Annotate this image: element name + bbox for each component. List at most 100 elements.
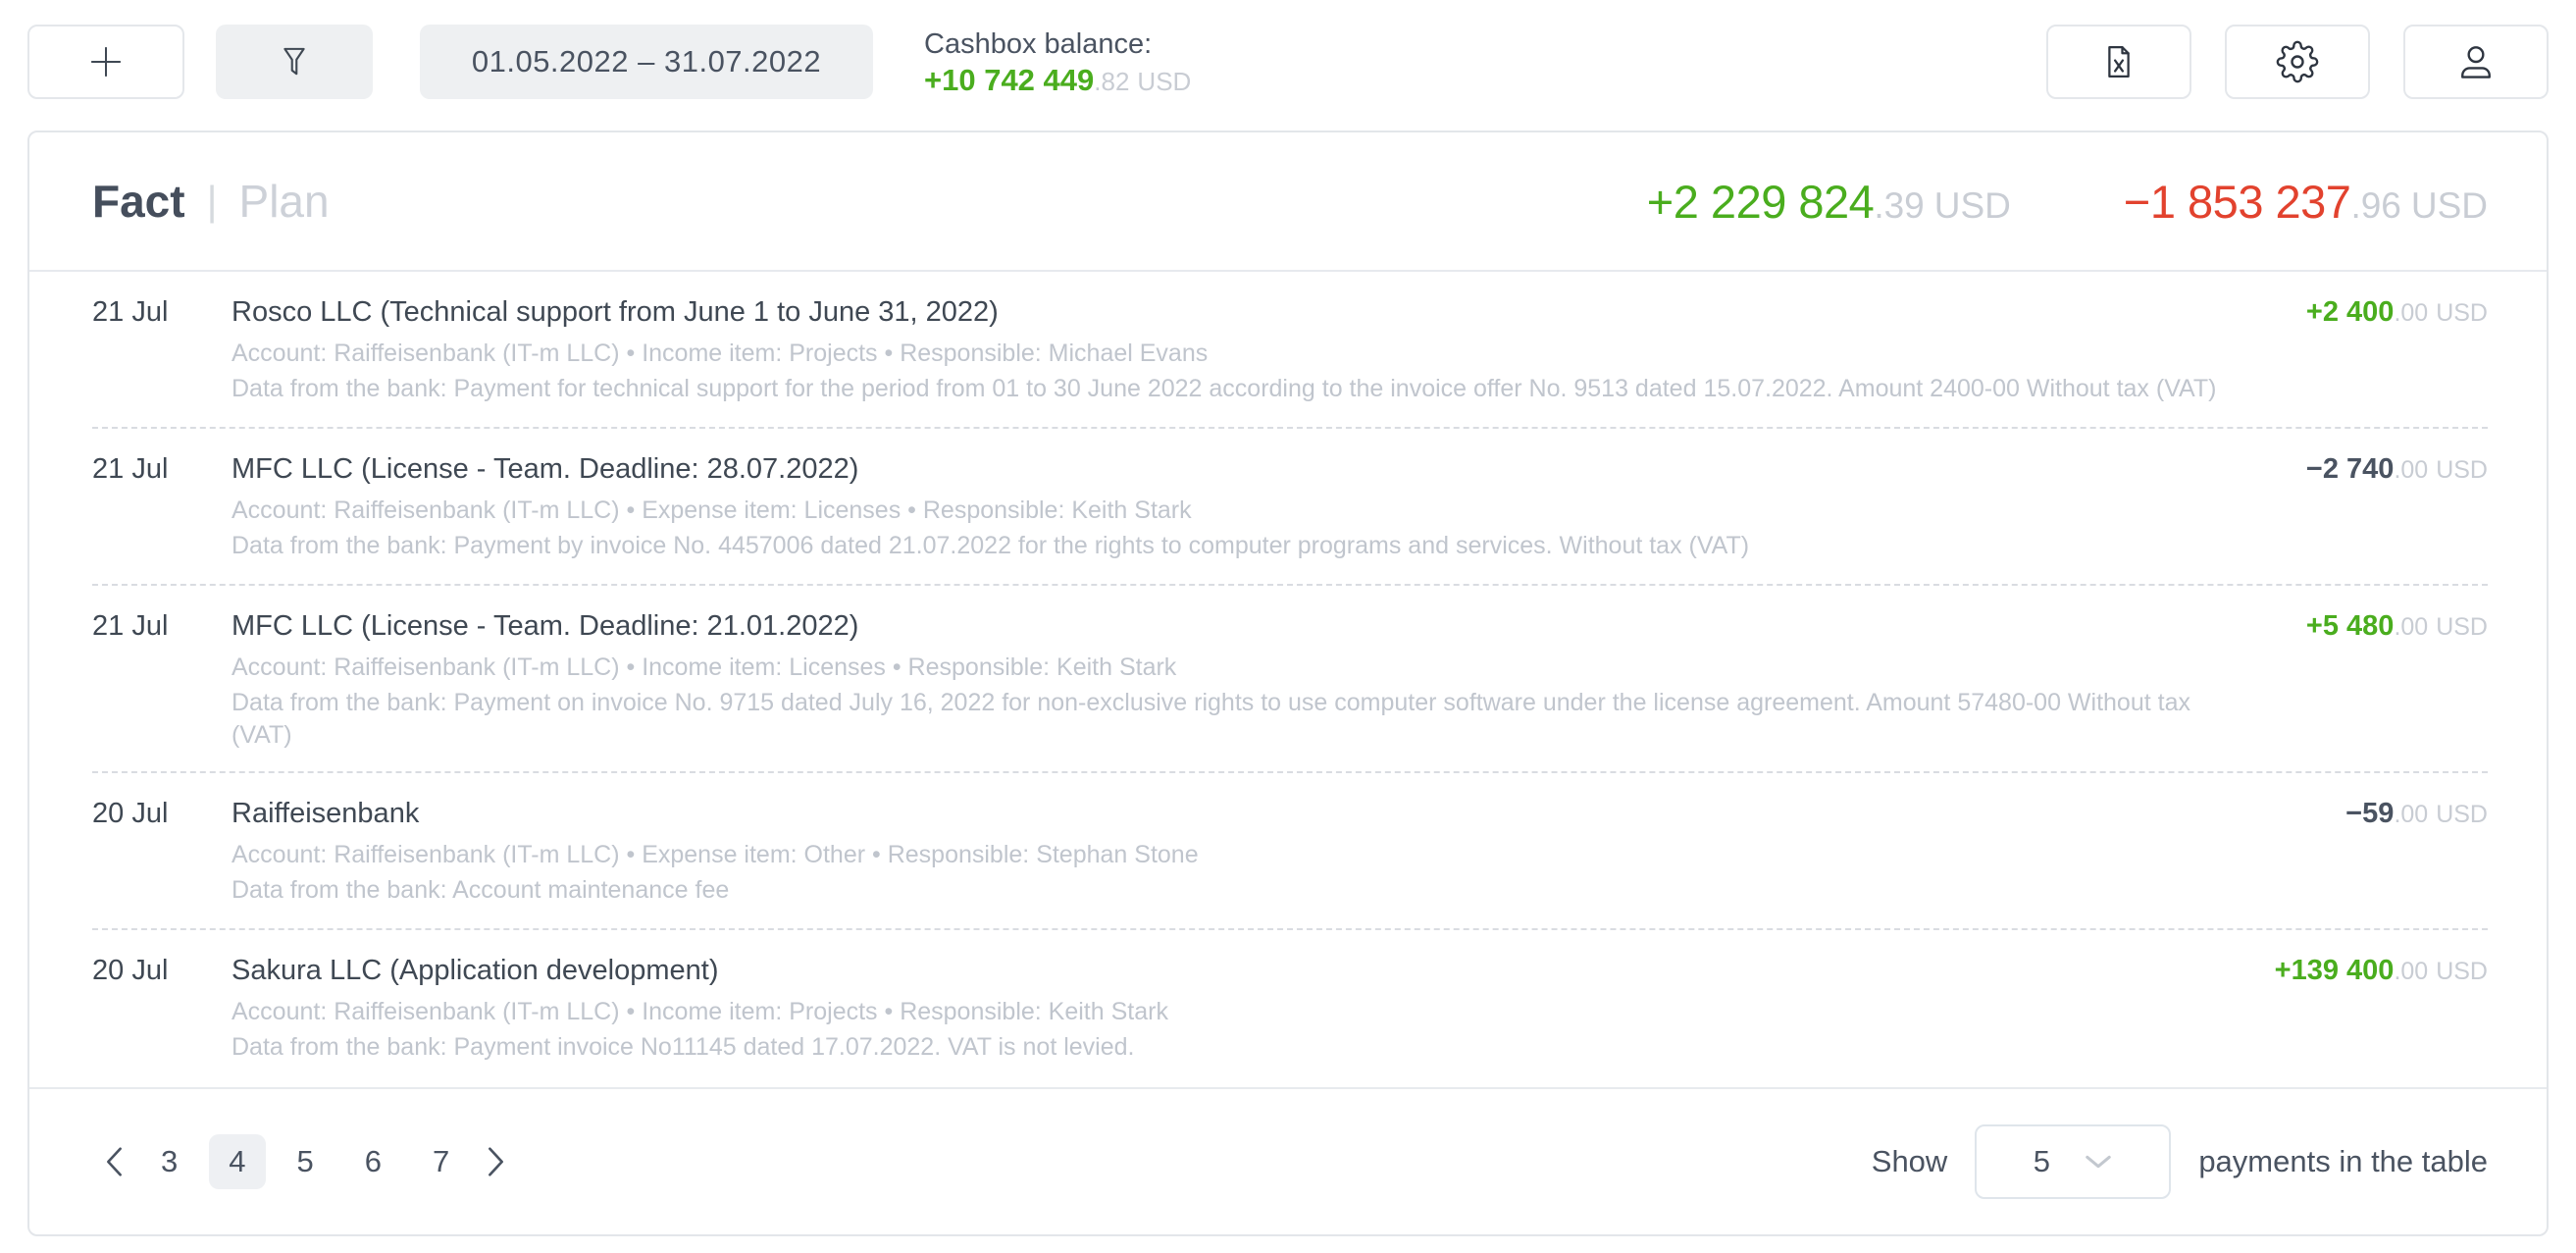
payment-title: MFC LLC (License - Team. Deadline: 28.07… (232, 453, 859, 485)
payment-bank-note: Data from the bank: Account maintenance … (232, 876, 730, 904)
payment-content: MFC LLC (License - Team. Deadline: 28.07… (232, 449, 2306, 562)
user-icon (2454, 40, 2498, 83)
date-range-label: 01.05.2022 – 31.07.2022 (471, 44, 822, 78)
payment-amount-fraction: .00 (2394, 613, 2429, 641)
payment-meta: Account: Raiffeisenbank (IT-m LLC) • Exp… (232, 841, 1199, 868)
payment-row[interactable]: 20 Jul Sakura LLC (Application developme… (92, 930, 2488, 1087)
payment-bank-note: Data from the bank: Payment on invoice N… (232, 689, 2190, 749)
tab-fact[interactable]: Fact (92, 176, 185, 227)
page-size-control: Show 5 payments in the table (1872, 1124, 2488, 1199)
show-label: Show (1871, 1144, 1948, 1178)
expense-total: −1 853 237.96 USD (2124, 175, 2488, 229)
payment-row[interactable]: 21 Jul Rosco LLC (Technical support from… (92, 272, 2488, 429)
date-range-button[interactable]: 01.05.2022 – 31.07.2022 (420, 25, 873, 99)
payment-title: Sakura LLC (Application development) (232, 955, 719, 986)
period-totals: +2 229 824.39 USD −1 853 237.96 USD (1647, 175, 2488, 229)
payment-date: 20 Jul (92, 798, 169, 829)
payment-amount: +2 400.00 USD (2306, 292, 2488, 337)
expense-total-fraction: .96 (2350, 184, 2401, 226)
income-total-fraction: .39 (1874, 184, 1925, 226)
payments-card: Fact | Plan +2 229 824.39 USD −1 853 237.… (27, 131, 2549, 1236)
filter-funnel-icon (274, 41, 315, 82)
expense-total-currency: USD (2410, 184, 2488, 226)
payment-amount-currency: USD (2436, 613, 2488, 641)
payment-amount-fraction: .00 (2394, 299, 2429, 327)
tab-divider: | (206, 178, 218, 224)
income-total-currency: USD (1933, 184, 2011, 226)
cashbox-balance-label: Cashbox balance: (924, 28, 1153, 60)
page-button[interactable]: 7 (433, 1144, 450, 1178)
excel-file-icon (2098, 41, 2139, 82)
page-button[interactable]: 6 (364, 1144, 382, 1178)
payment-amount: −2 740.00 USD (2306, 449, 2488, 494)
payment-amount: +5 480.00 USD (2306, 606, 2488, 651)
payment-date: 21 Jul (92, 296, 169, 328)
expense-total-amount: −1 853 237 (2123, 175, 2351, 228)
payment-amount-fraction: .00 (2394, 456, 2429, 484)
page-button[interactable]: 3 (161, 1144, 179, 1178)
payments-list: 21 Jul Rosco LLC (Technical support from… (29, 272, 2547, 1087)
payment-date: 21 Jul (92, 610, 169, 642)
payment-row[interactable]: 21 Jul MFC LLC (License - Team. Deadline… (92, 586, 2488, 773)
payment-content: Rosco LLC (Technical support from June 1… (232, 292, 2306, 405)
gear-icon (2276, 40, 2319, 83)
plus-icon (86, 42, 126, 81)
page-button[interactable]: 4 (209, 1134, 266, 1189)
payment-amount: −59.00 USD (2345, 794, 2488, 838)
page-size-select[interactable]: 5 (1975, 1124, 2172, 1199)
payment-content: MFC LLC (License - Team. Deadline: 21.01… (232, 606, 2306, 752)
cashbox-balance-value: +10 742 449.82 USD (924, 62, 1191, 100)
payment-meta: Account: Raiffeisenbank (IT-m LLC) • Inc… (232, 339, 1209, 367)
payment-meta: Account: Raiffeisenbank (IT-m LLC) • Inc… (232, 653, 1177, 681)
cashbox-currency: USD (1137, 67, 1192, 97)
prev-page-button[interactable] (92, 1134, 135, 1189)
payment-amount-currency: USD (2436, 958, 2488, 985)
payment-amount-currency: USD (2436, 299, 2488, 327)
page-button[interactable]: 5 (296, 1144, 314, 1178)
payment-amount-currency: USD (2436, 801, 2488, 828)
next-page-button[interactable] (475, 1134, 518, 1189)
chevron-right-icon (489, 1147, 504, 1176)
payment-amount-main: −59 (2345, 798, 2395, 829)
payment-bank-note: Data from the bank: Payment for technica… (232, 375, 2217, 402)
cashbox-balance: Cashbox balance: +10 742 449.82 USD (924, 25, 1191, 100)
payment-amount-main: −2 740 (2305, 453, 2395, 485)
income-total: +2 229 824.39 USD (1647, 175, 2011, 229)
payment-title: Raiffeisenbank (232, 798, 420, 829)
payment-row[interactable]: 20 Jul Raiffeisenbank Account: Raiffeise… (92, 773, 2488, 930)
card-footer: 3 4 5 6 7 Show 5 payments in the table (29, 1087, 2547, 1234)
profile-button[interactable] (2403, 25, 2549, 99)
page-size-value: 5 (2033, 1144, 2050, 1178)
top-toolbar: 01.05.2022 – 31.07.2022 Cashbox balance:… (0, 0, 2576, 106)
add-payment-button[interactable] (27, 25, 184, 99)
payment-amount-fraction: .00 (2394, 958, 2429, 985)
payment-row[interactable]: 21 Jul MFC LLC (License - Team. Deadline… (92, 429, 2488, 586)
payment-content: Sakura LLC (Application development) Acc… (232, 951, 2275, 1064)
chevron-down-icon (2086, 1155, 2111, 1169)
pagination: 3 4 5 6 7 (92, 1134, 518, 1189)
payment-date: 21 Jul (92, 453, 169, 485)
payment-date: 20 Jul (92, 955, 169, 986)
payment-content: Raiffeisenbank Account: Raiffeisenbank (… (232, 794, 2345, 907)
payment-bank-note: Data from the bank: Payment invoice No11… (232, 1033, 1135, 1061)
payment-amount-main: +139 400 (2274, 955, 2395, 986)
settings-button[interactable] (2225, 25, 2370, 99)
export-excel-button[interactable] (2046, 25, 2191, 99)
cashbox-fraction: .82 (1094, 67, 1130, 97)
payment-amount-fraction: .00 (2394, 801, 2429, 828)
payment-title: Rosco LLC (Technical support from June 1… (232, 296, 999, 328)
payment-bank-note: Data from the bank: Payment by invoice N… (232, 532, 1750, 559)
payment-meta: Account: Raiffeisenbank (IT-m LLC) • Exp… (232, 496, 1192, 524)
chevron-left-icon (107, 1147, 122, 1176)
income-total-amount: +2 229 824 (1646, 175, 1875, 228)
payment-meta: Account: Raiffeisenbank (IT-m LLC) • Inc… (232, 998, 1168, 1025)
card-header: Fact | Plan +2 229 824.39 USD −1 853 237.… (29, 132, 2547, 272)
cashbox-amount: +10 742 449 (924, 63, 1095, 98)
payment-title: MFC LLC (License - Team. Deadline: 21.01… (232, 610, 859, 642)
payment-amount: +139 400.00 USD (2275, 951, 2488, 995)
tab-plan[interactable]: Plan (238, 176, 330, 227)
page-size-suffix: payments in the table (2198, 1144, 2488, 1178)
filter-button[interactable] (216, 25, 373, 99)
payment-amount-main: +2 400 (2305, 296, 2395, 328)
payment-amount-currency: USD (2436, 456, 2488, 484)
